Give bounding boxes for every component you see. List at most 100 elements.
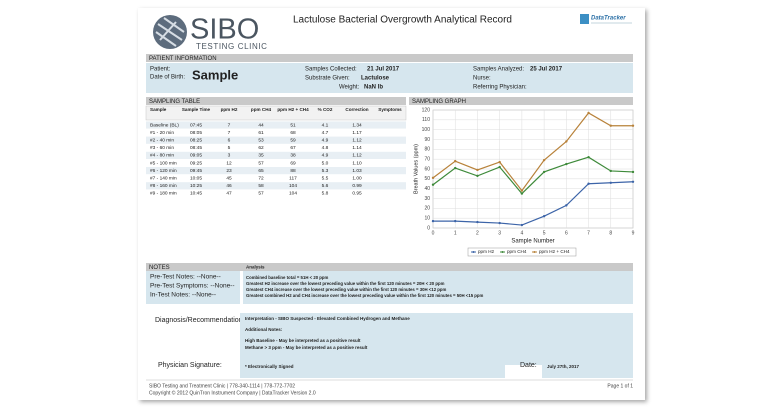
point bbox=[520, 223, 524, 227]
interpretation: Interpretation - SIBO Suspected - Elevat… bbox=[245, 316, 410, 321]
table-row-bg bbox=[146, 136, 406, 144]
table-cell: 45 bbox=[226, 175, 232, 181]
point bbox=[542, 215, 546, 218]
point bbox=[476, 174, 479, 178]
table-cell: #5 - 100 min bbox=[150, 160, 177, 166]
report-title: Lactulose Bacterial Overgrowth Analytica… bbox=[293, 15, 512, 26]
value: Sample bbox=[192, 67, 238, 82]
point bbox=[520, 192, 524, 195]
table-cell: 1.17 bbox=[352, 130, 362, 136]
footer-line: Copyright © 2012 QuinTron Instrument Com… bbox=[149, 389, 316, 396]
table-cell: 4.9 bbox=[322, 153, 329, 159]
table-cell: 1.12 bbox=[352, 137, 362, 143]
y-tick-label: 40 bbox=[424, 186, 430, 192]
section-title: SAMPLING GRAPH bbox=[412, 99, 466, 105]
signature: * Electronically Signed bbox=[245, 364, 294, 369]
notes: Pre-Test Notes: --None-- Pre-Test Symptom… bbox=[150, 274, 484, 299]
y-tick-label: 0 bbox=[427, 225, 430, 231]
label: Date of Birth: bbox=[150, 75, 185, 81]
table-cell: 5 bbox=[228, 145, 231, 151]
x-axis-label: Sample Number bbox=[511, 239, 554, 245]
point bbox=[431, 176, 435, 180]
table-cell: 5.3 bbox=[322, 168, 329, 174]
page-number: Page 1 of 1 bbox=[607, 383, 633, 389]
point bbox=[542, 158, 546, 162]
table-row-bg bbox=[146, 144, 406, 152]
table-cell: 65 bbox=[258, 168, 264, 174]
x-tick-label: 5 bbox=[543, 230, 546, 236]
legend-label: ppm CH4 bbox=[507, 249, 527, 254]
point bbox=[565, 140, 568, 143]
label: Nurse: bbox=[473, 76, 491, 82]
table-cell: 61 bbox=[258, 130, 264, 136]
section-bar bbox=[146, 97, 406, 105]
analysis-line: Greatest combined H2 and CH4 increase ov… bbox=[246, 293, 484, 298]
analysis-line: Greatest H2 increase over the lowest pre… bbox=[246, 281, 445, 286]
table-cell: 1.12 bbox=[352, 153, 362, 159]
legend-swatch-dot bbox=[472, 251, 475, 253]
table-cell: 67 bbox=[290, 145, 296, 151]
diagnosis-panel bbox=[240, 313, 633, 365]
table-cell: #9 - 180 min bbox=[150, 191, 177, 197]
column-header: ppm H2 + CH4 bbox=[277, 107, 309, 112]
table-cell: 1.14 bbox=[352, 145, 362, 151]
table-cell: 09:45 bbox=[190, 168, 202, 174]
y-tick-label: 80 bbox=[424, 147, 430, 153]
sampling-graph: 0 10 20 30 40 50 60 70 80 90 100 110 120 0 1 2 3 4 5 6 7 8 9 Sa… bbox=[413, 107, 635, 257]
y-tick-label: 10 bbox=[424, 215, 430, 221]
column-header: Correction bbox=[345, 107, 368, 112]
y-tick-label: 30 bbox=[424, 196, 430, 202]
x-tick-label: 7 bbox=[587, 230, 590, 236]
table-cell: 10:45 bbox=[190, 191, 202, 197]
brand-icon bbox=[580, 14, 589, 24]
table-cell: 57 bbox=[258, 160, 264, 166]
table-row-bg bbox=[146, 182, 406, 190]
note-item: Pre-Test Notes: --None-- bbox=[150, 274, 221, 281]
table-cell: 51 bbox=[290, 122, 296, 128]
result: Methane > 3 ppm - May be interpreted as … bbox=[245, 345, 368, 350]
point bbox=[631, 124, 635, 127]
table-cell: 58 bbox=[258, 183, 264, 189]
table-cell: 3 bbox=[228, 153, 231, 159]
table-cell: 1.00 bbox=[352, 175, 362, 181]
table-cell: 5.6 bbox=[322, 183, 329, 189]
value: 21 Jul 2017 bbox=[367, 67, 400, 73]
section-title: SAMPLING TABLE bbox=[149, 99, 200, 105]
point bbox=[454, 219, 457, 223]
table-cell: #6 - 120 min bbox=[150, 168, 177, 174]
legend-swatch-dot bbox=[501, 251, 504, 253]
table-cell: 0.95 bbox=[352, 191, 362, 197]
table-cell: #2 - 40 min bbox=[150, 137, 174, 143]
table-cell: 08:45 bbox=[190, 145, 202, 151]
point bbox=[565, 204, 568, 207]
point bbox=[454, 159, 457, 163]
table-cell: 08:25 bbox=[190, 137, 202, 143]
table-cell: 08:05 bbox=[190, 130, 202, 136]
logo-sub: TESTING CLINIC bbox=[196, 42, 268, 51]
notes-panel bbox=[146, 271, 240, 304]
table-cell: #8 - 160 min bbox=[150, 183, 177, 189]
y-tick-label: 70 bbox=[424, 156, 430, 162]
label: Physician Signature: bbox=[158, 362, 222, 369]
table-cell: 1.34 bbox=[352, 122, 362, 128]
column-header: Sample Time bbox=[182, 107, 211, 112]
table-cell: 46 bbox=[226, 183, 232, 189]
table-cell: 5.0 bbox=[322, 160, 329, 166]
table-cell: 44 bbox=[258, 122, 264, 128]
point bbox=[542, 170, 546, 174]
analysis-line: Combined baseline total = 51H < 20 ppm bbox=[246, 275, 329, 280]
table-cell: 07:45 bbox=[190, 122, 202, 128]
label: Samples Analyzed: bbox=[473, 67, 524, 73]
series-line bbox=[433, 181, 634, 226]
table-cell: 68 bbox=[290, 130, 296, 136]
section-title: PATIENT INFORMATION bbox=[149, 56, 217, 62]
y-axis-label: Breath Values (ppm) bbox=[413, 144, 419, 194]
note-item: In-Test Notes: --None-- bbox=[150, 292, 216, 299]
point bbox=[609, 181, 612, 184]
x-tick-label: 8 bbox=[609, 230, 612, 236]
y-tick-label: 20 bbox=[424, 206, 430, 212]
x-tick-label: 3 bbox=[498, 230, 501, 236]
column-header: % CO2 bbox=[318, 107, 333, 112]
